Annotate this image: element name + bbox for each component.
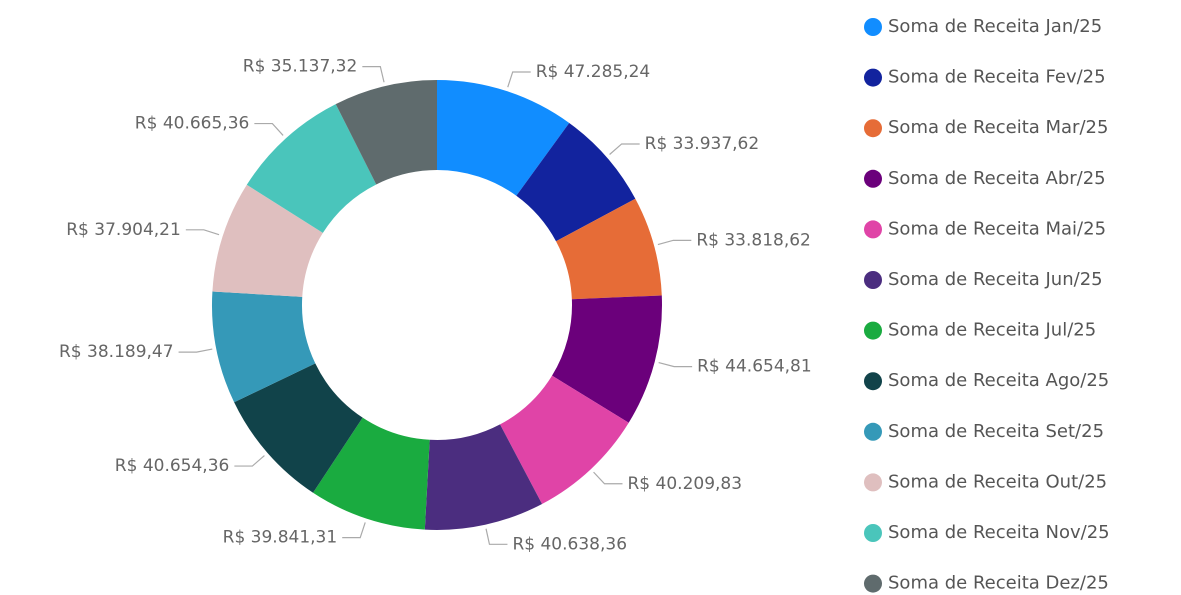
legend-marker: [864, 18, 882, 36]
legend-label: Soma de Receita Nov/25: [888, 522, 1110, 543]
leader-line: [609, 143, 640, 155]
slice: [552, 295, 662, 423]
legend-label: Soma de Receita Jun/25: [888, 269, 1103, 290]
slice: [212, 291, 316, 403]
leader-line: [658, 362, 693, 368]
legend-marker: [864, 422, 882, 441]
slice: [335, 80, 437, 185]
slice: [212, 184, 323, 297]
legend-label: Soma de Receita Set/25: [888, 421, 1104, 442]
legend-marker: [864, 321, 882, 340]
leader-line: [593, 471, 623, 485]
leader-line: [254, 122, 284, 136]
slice: [556, 198, 662, 300]
slice: [234, 363, 363, 493]
legend-label: Soma de Receita Mar/25: [888, 117, 1108, 138]
data-label: R$ 38.189,47: [59, 342, 174, 362]
data-label: R$ 35.137,32: [243, 57, 358, 77]
slice: [424, 424, 543, 530]
data-label: R$ 37.904,21: [66, 220, 181, 240]
leader-line: [657, 239, 692, 246]
legend-marker: [864, 169, 882, 188]
slice: [313, 417, 430, 530]
leader-line: [507, 71, 531, 88]
legend-marker: [864, 68, 882, 87]
legend-marker: [864, 574, 882, 593]
legend-label: Soma de Receita Dez/25: [888, 573, 1109, 594]
data-label: R$ 47.285,24: [536, 62, 651, 82]
legend-marker: [864, 524, 882, 542]
legend-label: Soma de Receita Jan/25: [888, 16, 1102, 37]
legend-marker: [864, 119, 882, 138]
legend-label: Soma de Receita Mai/25: [888, 218, 1106, 239]
data-label: R$ 40.638,36: [512, 534, 627, 554]
slice: [437, 80, 570, 196]
data-label: R$ 44.654,81: [697, 357, 812, 377]
legend-marker: [864, 220, 882, 239]
legend-marker: [864, 372, 882, 391]
data-label: R$ 40.665,36: [135, 114, 250, 134]
legend-marker: [864, 473, 882, 492]
data-label: R$ 39.841,31: [223, 528, 338, 548]
legend-label: Soma de Receita Ago/25: [888, 370, 1109, 391]
legend-label: Soma de Receita Out/25: [888, 471, 1107, 492]
legend-label: Soma de Receita Fev/25: [888, 67, 1106, 88]
leader-line: [178, 348, 213, 353]
legend-marker: [864, 271, 882, 289]
slice: [516, 122, 636, 242]
legend-label: Soma de Receita Abr/25: [888, 168, 1106, 189]
leader-line: [362, 66, 385, 83]
data-label: R$ 33.818,62: [696, 230, 811, 250]
data-label: R$ 40.209,83: [628, 474, 743, 494]
leader-line: [185, 229, 220, 236]
leader-line: [342, 522, 366, 539]
legend-label: Soma de Receita Jul/25: [888, 320, 1096, 341]
slice: [246, 104, 377, 233]
data-label: R$ 40.654,36: [115, 456, 230, 476]
data-label: R$ 33.937,62: [645, 134, 760, 154]
leader-line: [485, 528, 508, 545]
leader-line: [234, 455, 265, 467]
slice: [500, 375, 629, 504]
